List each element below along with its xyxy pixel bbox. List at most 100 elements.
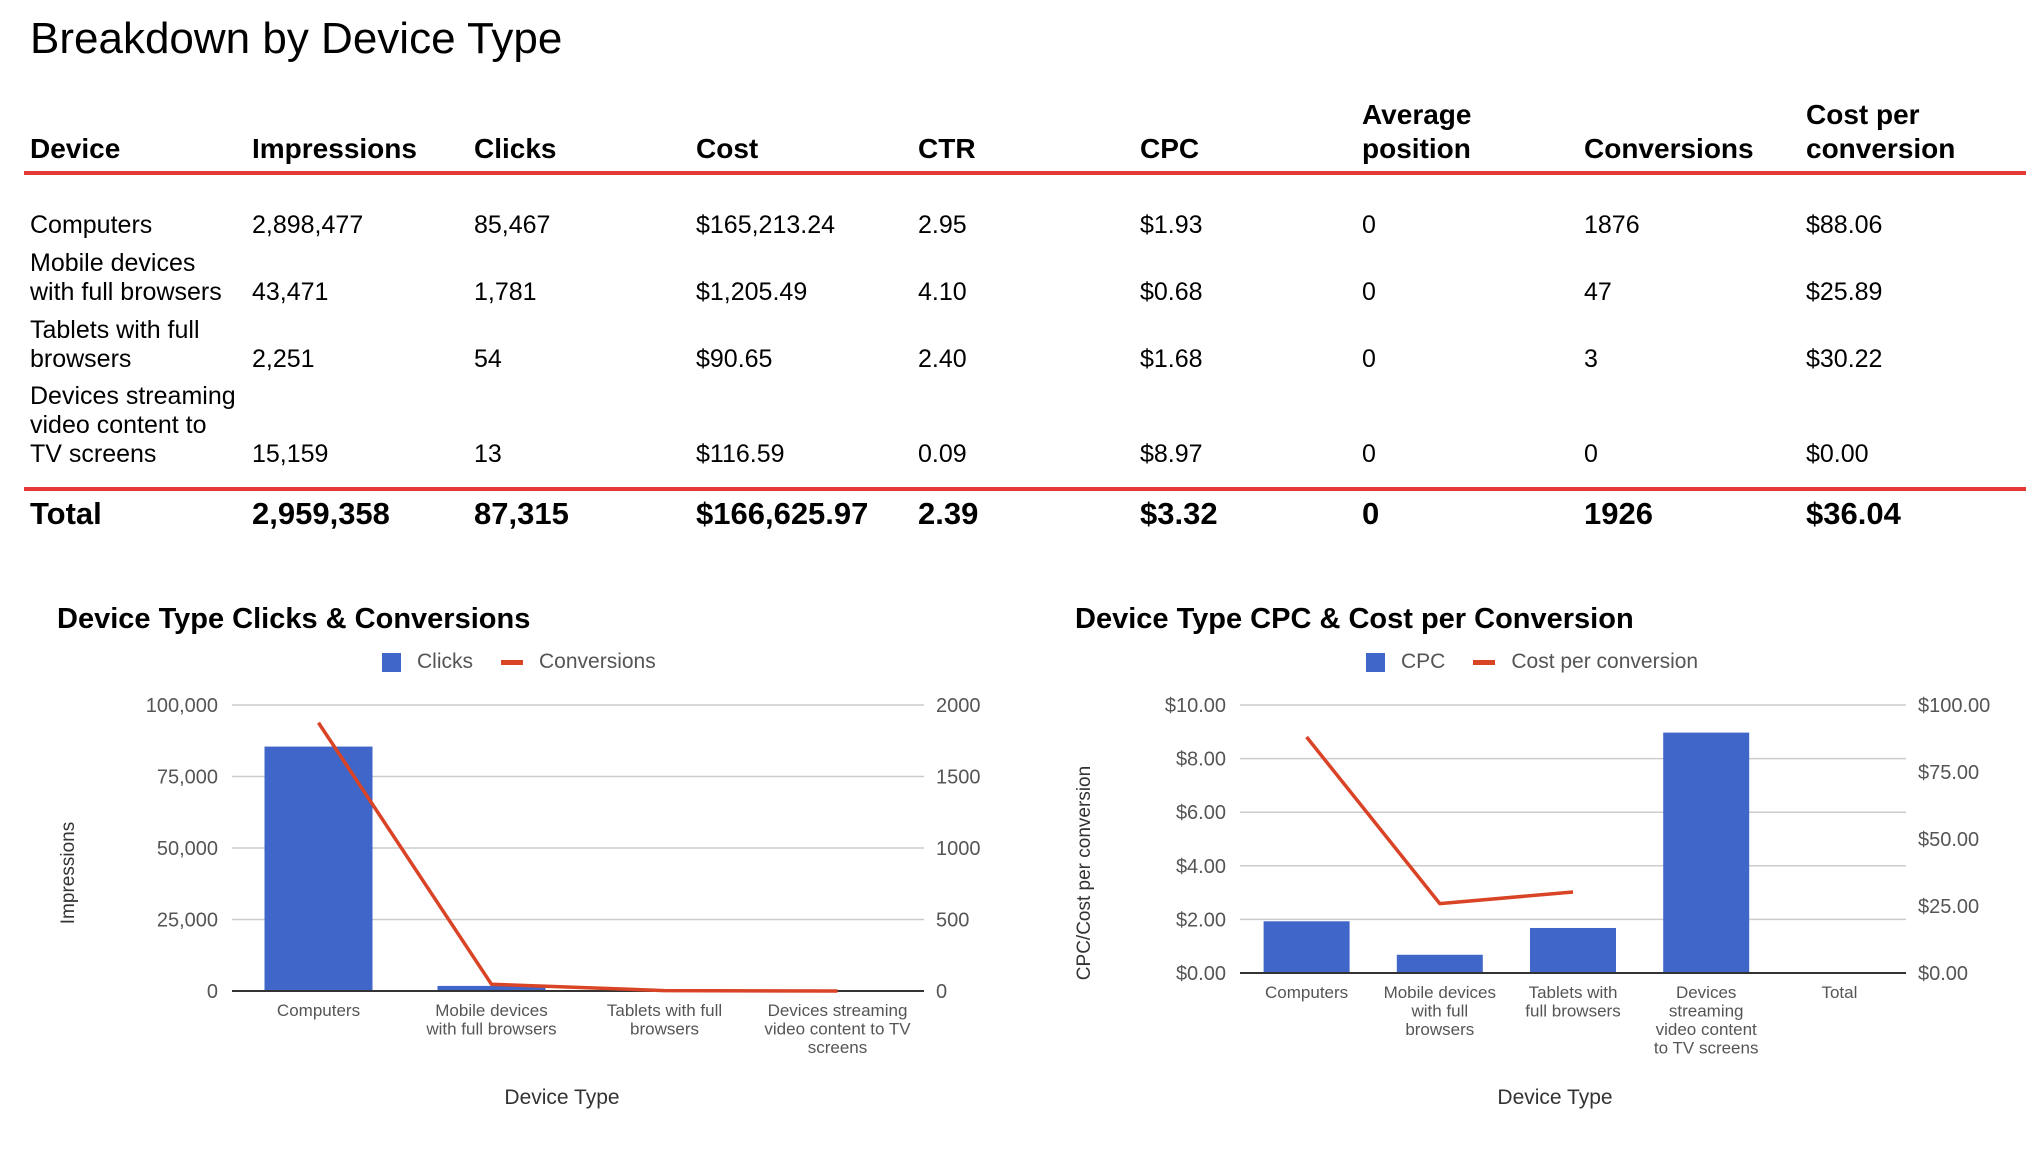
row-3-impressions: 15,159 [252,440,329,468]
device-breakdown-table: Device Impressions Clicks Cost CTR CPC Average… [0,0,2038,560]
left-tick-label: $0.00 [1176,963,1226,985]
header-divider [24,171,2026,175]
legend-label-cpc: CPC [1401,650,1446,673]
left-tick-label: $6.00 [1176,802,1226,824]
row-0-device: Computers [30,211,152,240]
left-tick-label: $4.00 [1176,856,1226,878]
row-0-cost-per-conversion: $88.06 [1806,211,1883,239]
y-axis-title: Impressions [58,822,79,924]
row-0-conversions: 1876 [1584,211,1640,239]
row-3-device-line: TV screens [30,440,157,468]
header-cpc-line: CPC [1140,133,1200,164]
row-2-avg-position: 0 [1362,345,1376,373]
header-avg-position: Average position [1362,98,1471,166]
row-3-device-line: Devices streaming [30,382,236,410]
row-2-clicks: 54 [474,345,502,373]
left-tick-label: 100,000 [146,695,218,717]
row-2-device: Tablets with full browsers [30,316,200,374]
header-cost: Cost [696,132,758,166]
line-cost-per-conversion [1305,735,1574,906]
left-tick-label: 0 [207,981,218,1003]
row-2-impressions: 2,251 [252,345,315,373]
row-2-ctr: 2.40 [918,345,967,373]
left-tick-label: $2.00 [1176,909,1226,931]
row-1-device: Mobile devices with full browsers [30,249,222,307]
category-label: Devices streaming [768,1001,908,1020]
header-impressions: Impressions [252,132,417,166]
row-0-device-line: Computers [30,211,153,239]
right-tick-label: $0.00 [1918,963,1968,985]
total-impressions: 2,959,358 [252,496,390,531]
row-2-cost-per-conversion: $30.22 [1806,345,1883,373]
total-clicks: 87,315 [474,496,569,531]
legend-label-clicks: Clicks [417,650,473,673]
chart1-legend: Clicks Conversions [382,650,684,674]
header-ctr: CTR [918,132,976,166]
row-1-device-line: Mobile devices [30,249,196,277]
category-label: browsers [630,1020,699,1039]
total-ctr: 2.39 [918,496,979,531]
row-1-clicks: 1,781 [474,278,537,306]
left-tick-label: 25,000 [157,910,218,932]
x-axis-title: Device Type [1497,1086,1612,1109]
legend-line-swatch [501,659,523,665]
row-3-device-line: video content to [30,411,207,439]
header-cost-per-conversion: Cost per conversion [1806,98,1955,166]
row-1-cost-per-conversion: $25.89 [1806,278,1883,306]
category-label: with full browsers [425,1020,556,1039]
row-0-cost: $165,213.24 [696,211,836,239]
category-label: Mobile devices [1384,983,1496,1002]
chart2-legend: CPC Cost per conversion [1366,650,1726,674]
row-1-cost: $1,205.49 [696,278,808,306]
left-tick-label: $8.00 [1176,749,1226,771]
row-3-clicks: 13 [474,440,502,468]
row-1-ctr: 4.10 [918,278,967,306]
bar-cpc [1530,927,1616,973]
right-tick-label: 2000 [936,695,981,717]
row-0-cpc: $1.93 [1140,211,1203,239]
row-3-cost-per-conversion: $0.00 [1806,440,1869,468]
right-tick-label: $50.00 [1918,829,1979,851]
row-1-conversions: 47 [1584,278,1612,306]
header-device: Device [30,132,120,166]
row-2-device-line: browsers [30,345,132,373]
row-3-ctr: 0.09 [918,440,967,468]
header-cost-per-conversion-line: Cost per [1806,99,1920,130]
right-tick-label: 0 [936,981,947,1003]
right-tick-label: $25.00 [1918,896,1979,918]
right-tick-label: $100.00 [1918,695,1990,717]
row-2-cost: $90.65 [696,345,773,373]
chart1-title: Device Type Clicks & Conversions [57,603,531,635]
category-label: streaming [1669,1002,1744,1021]
total-cost-per-conversion: $36.04 [1806,496,1901,531]
right-tick-label: $75.00 [1918,762,1979,784]
header-cpc: CPC [1140,132,1199,166]
header-cost-line: Cost [696,133,759,164]
row-0-impressions: 2,898,477 [252,211,364,239]
category-label: video content to TV [764,1020,911,1039]
category-label: Computers [277,1001,360,1020]
left-tick-label: 75,000 [157,767,218,789]
row-3-conversions: 0 [1584,440,1598,468]
row-2-device-line: Tablets with full [30,316,200,344]
row-3-device: Devices streaming video content to TV scre… [30,382,236,469]
header-conversions: Conversions [1584,132,1754,166]
legend-label-conversions: Conversions [539,650,656,673]
right-tick-label: 1000 [936,838,981,860]
chart2-title: Device Type CPC & Cost per Conversion [1075,603,1634,635]
category-label: to TV screens [1654,1039,1759,1058]
row-2-conversions: 3 [1584,345,1598,373]
row-3-avg-position: 0 [1362,440,1376,468]
row-1-device-line: with full browsers [30,278,222,306]
bar-clicks [264,746,373,991]
category-label: Tablets with [1529,983,1618,1002]
x-axis-title: Device Type [504,1086,619,1109]
header-avg-position-line: Average [1362,99,1472,130]
row-0-avg-position: 0 [1362,211,1376,239]
y-axis-title: CPC/Cost per conversion [1074,766,1095,980]
row-1-impressions: 43,471 [252,278,329,306]
left-tick-label: 50,000 [157,838,218,860]
header-impressions-line: Impressions [252,133,417,164]
